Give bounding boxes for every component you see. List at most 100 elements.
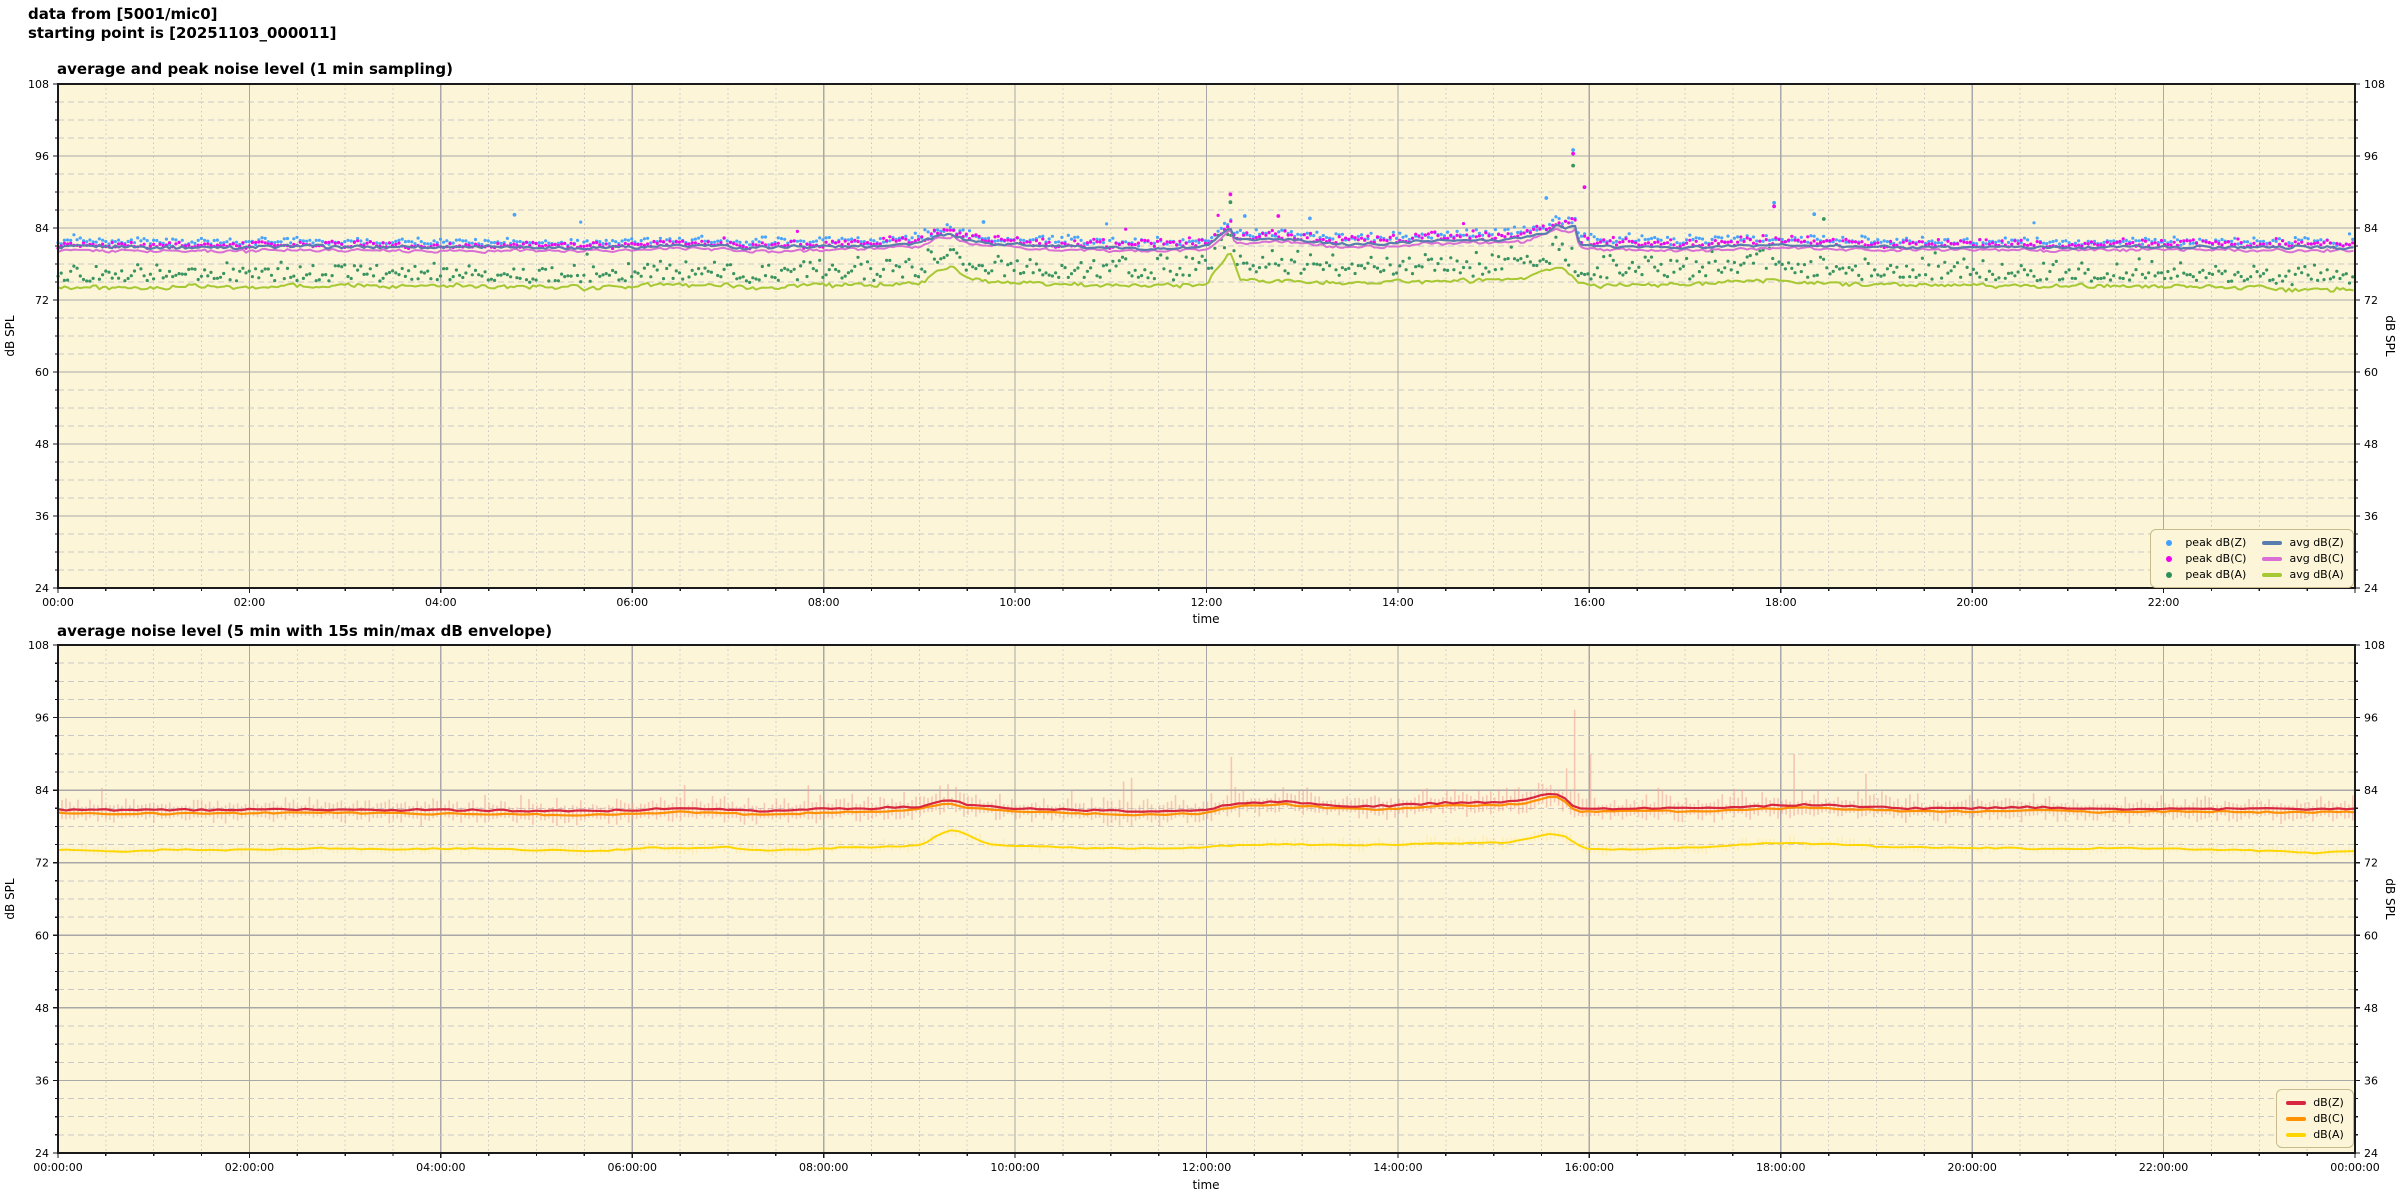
svg-text:00:00:00: 00:00:00 [33,1161,82,1174]
legend-item: dB(C) [2286,1111,2344,1126]
legend-label: avg dB(Z) [2289,536,2344,549]
svg-text:72: 72 [35,294,49,307]
svg-text:18:00:00: 18:00:00 [1756,1161,1805,1174]
legend-label: peak dB(C) [2185,552,2247,565]
svg-text:84: 84 [35,222,49,235]
svg-text:108: 108 [28,639,49,652]
svg-text:36: 36 [35,1074,49,1087]
legend-item: avg dB(A) [2262,567,2344,582]
svg-text:06:00:00: 06:00:00 [608,1161,657,1174]
svg-text:22:00:00: 22:00:00 [2139,1161,2188,1174]
svg-text:108: 108 [28,78,49,91]
chart2-ylabel-right: dB SPL [2383,878,2397,920]
legend-item: avg dB(Z) [2262,535,2344,550]
svg-text:24: 24 [2364,582,2378,595]
svg-text:14:00:00: 14:00:00 [1373,1161,1422,1174]
svg-text:60: 60 [2364,366,2378,379]
chart2-legend: dB(Z) dB(C) dB(A) [2276,1089,2354,1148]
svg-text:24: 24 [2364,1147,2378,1160]
header-data-source: data from [5001/mic0] [28,5,218,23]
chart1-ylabel-left: dB SPL [3,315,17,357]
legend-label: peak dB(A) [2185,568,2247,581]
svg-text:72: 72 [2364,294,2378,307]
svg-text:06:00: 06:00 [616,596,648,609]
legend-item: peak dB(C) [2160,551,2246,566]
svg-text:16:00: 16:00 [1573,596,1605,609]
legend-dot-marker [2166,555,2173,562]
chart2-xlabel: time [1192,1178,1220,1192]
legend-item: peak dB(Z) [2160,535,2246,550]
svg-text:24: 24 [35,1147,49,1160]
legend-item: peak dB(A) [2160,567,2246,582]
legend-label: avg dB(C) [2289,552,2344,565]
plot-area: 24 24 36 36 48 48 60 60 72 72 84 84 96 96 108 108 00:00:… [28,639,2385,1174]
svg-text:04:00:00: 04:00:00 [416,1161,465,1174]
svg-text:108: 108 [2364,639,2385,652]
svg-text:84: 84 [2364,222,2378,235]
svg-text:24: 24 [35,582,49,595]
legend-label: dB(C) [2313,1112,2344,1125]
svg-text:00:00: 00:00 [42,596,74,609]
legend-label: dB(A) [2313,1128,2344,1141]
svg-text:36: 36 [35,510,49,523]
chart1-legend: peak dB(Z) peak dB(C) peak dB(A) avg dB(Z) a… [2150,529,2354,588]
svg-text:84: 84 [35,784,49,797]
svg-text:10:00: 10:00 [999,596,1031,609]
chart2-ylabel-left: dB SPL [3,878,17,920]
svg-text:10:00:00: 10:00:00 [990,1161,1039,1174]
legend-column: peak dB(Z) peak dB(C) peak dB(A) [2160,535,2246,582]
svg-text:22:00: 22:00 [2148,596,2180,609]
svg-text:60: 60 [2364,929,2378,942]
legend-line-marker [2262,540,2283,545]
chart1-ylabel-right: dB SPL [2383,315,2397,357]
svg-text:84: 84 [2364,784,2378,797]
svg-text:48: 48 [35,1002,49,1015]
svg-text:08:00:00: 08:00:00 [799,1161,848,1174]
svg-text:96: 96 [35,712,49,725]
svg-text:108: 108 [2364,78,2385,91]
legend-line-marker [2286,1132,2307,1137]
svg-text:48: 48 [2364,438,2378,451]
svg-text:20:00: 20:00 [1956,596,1988,609]
svg-text:48: 48 [35,438,49,451]
header-starting-point: starting point is [20251103_000011] [28,24,337,42]
legend-dot-marker [2166,539,2173,546]
legend-column: avg dB(Z) avg dB(C) avg dB(A) [2262,535,2344,582]
svg-text:02:00: 02:00 [234,596,266,609]
legend-label: avg dB(A) [2289,568,2344,581]
svg-text:72: 72 [2364,857,2378,870]
svg-text:96: 96 [2364,712,2378,725]
legend-line-marker [2262,572,2283,577]
plot-area: 24 24 36 36 48 48 60 60 72 72 84 84 96 96 108 108 00:00 0… [28,78,2385,609]
legend-item: dB(Z) [2286,1095,2344,1110]
legend-item: dB(A) [2286,1127,2344,1142]
legend-dot-marker [2166,571,2173,578]
svg-text:14:00: 14:00 [1382,596,1414,609]
legend-label: peak dB(Z) [2185,536,2247,549]
svg-text:12:00:00: 12:00:00 [1182,1161,1231,1174]
tick-labels: 24 24 36 36 48 48 60 60 72 72 84 84 96 96 108 108 00:00:… [28,639,2385,1174]
svg-text:96: 96 [35,150,49,163]
svg-text:96: 96 [2364,150,2378,163]
svg-text:00:00:00: 00:00:00 [2330,1161,2379,1174]
legend-item: avg dB(C) [2262,551,2344,566]
svg-text:02:00:00: 02:00:00 [225,1161,274,1174]
svg-text:16:00:00: 16:00:00 [1565,1161,1614,1174]
chart2-title: average noise level (5 min with 15s min/… [57,622,553,640]
svg-text:36: 36 [2364,1074,2378,1087]
svg-text:18:00: 18:00 [1765,596,1797,609]
legend-line-marker [2262,556,2283,561]
svg-text:60: 60 [35,366,49,379]
svg-text:20:00:00: 20:00:00 [1947,1161,1996,1174]
svg-text:60: 60 [35,929,49,942]
legend-line-marker [2286,1116,2307,1121]
svg-text:04:00: 04:00 [425,596,457,609]
chart1-xlabel: time [1192,612,1220,626]
legend-label: dB(Z) [2313,1096,2344,1109]
svg-text:72: 72 [35,857,49,870]
svg-text:36: 36 [2364,510,2378,523]
svg-text:12:00: 12:00 [1191,596,1223,609]
svg-text:08:00: 08:00 [808,596,840,609]
legend-line-marker [2286,1100,2307,1105]
